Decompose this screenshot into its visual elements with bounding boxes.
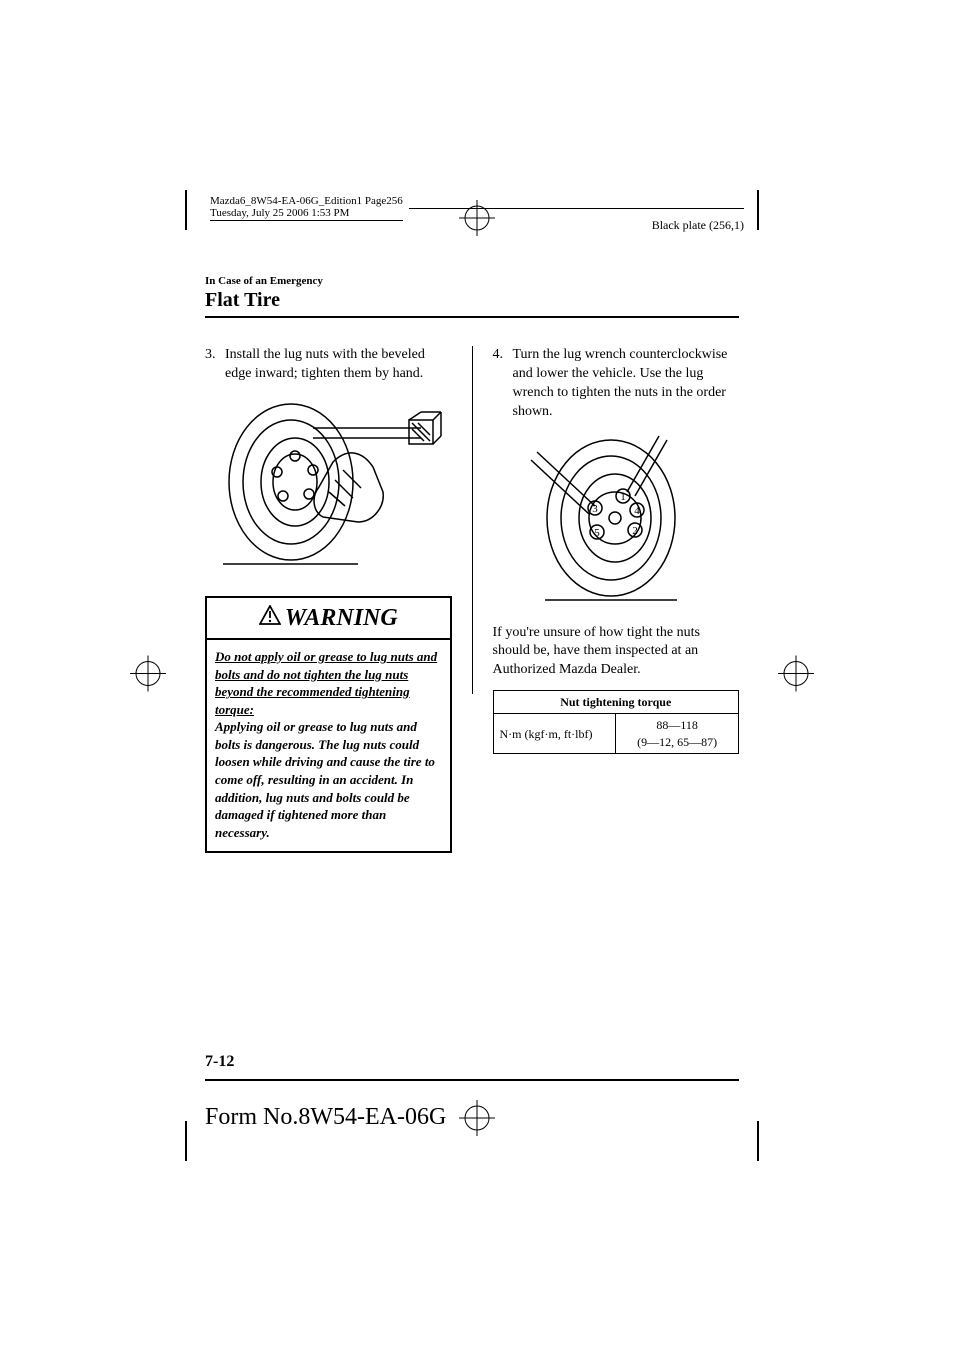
content-area: In Case of an Emergency Flat Tire 3. Ins… (205, 275, 739, 1091)
warning-box: WARNING Do not apply oil or grease to lu… (205, 596, 452, 853)
doc-id-line2: Tuesday, July 25 2006 1:53 PM (210, 207, 403, 219)
step-text: Turn the lug wrench counterclockwise and… (513, 346, 740, 422)
header-rule (409, 208, 744, 209)
page-number: 7-12 (205, 1053, 234, 1071)
torque-header: Nut tightening torque (493, 691, 739, 714)
warning-title-row: WARNING (207, 598, 450, 640)
crop-mark (185, 190, 187, 230)
page: Mazda6_8W54-EA-06G_Edition1 Page256 Tues… (0, 0, 954, 1351)
form-number: Form No.8W54-EA-06G (205, 1104, 446, 1131)
torque-table: Nut tightening torque N·m (kgf·m, ft·lbf… (493, 690, 740, 754)
two-column-layout: 3. Install the lug nuts with the beveled… (205, 346, 739, 853)
torque-value: 88―118 (9―12, 65―87) (616, 714, 739, 753)
column-divider (472, 346, 473, 694)
unsure-text: If you're unsure of how tight the nuts s… (493, 624, 740, 681)
registration-mark-icon (459, 1100, 495, 1141)
warning-text: Applying oil or grease to lug nuts and b… (215, 719, 435, 839)
step-3: 3. Install the lug nuts with the beveled… (205, 346, 452, 384)
title-rule (205, 316, 739, 318)
order-label-3: 3 (592, 503, 598, 515)
right-column: 4. Turn the lug wrench counterclockwise … (493, 346, 740, 853)
warning-triangle-icon (259, 602, 281, 634)
torque-unit: N·m (kgf·m, ft·lbf) (493, 714, 616, 753)
illustration-lug-nut-hand (205, 392, 452, 582)
warning-title: WARNING (285, 602, 398, 634)
warning-heading: Do not apply oil or grease to lug nuts a… (215, 649, 437, 717)
torque-value-line1: 88―118 (656, 718, 698, 732)
registration-mark-icon (130, 655, 166, 696)
step-number: 3. (205, 346, 225, 384)
crop-mark (757, 1121, 759, 1161)
step-text: Install the lug nuts with the beveled ed… (225, 346, 452, 384)
torque-value-line2: (9―12, 65―87) (637, 735, 717, 749)
order-label-1: 1 (620, 491, 626, 503)
order-label-5: 5 (594, 527, 600, 539)
warning-body: Do not apply oil or grease to lug nuts a… (207, 640, 450, 851)
registration-mark-icon (778, 655, 814, 696)
plate-label: Black plate (256,1) (652, 218, 744, 233)
step-4: 4. Turn the lug wrench counterclockwise … (493, 346, 740, 422)
crop-mark (757, 190, 759, 230)
order-label-2: 2 (632, 525, 638, 537)
order-label-4: 4 (634, 505, 640, 517)
section-title: Flat Tire (205, 289, 739, 312)
step-number: 4. (493, 346, 513, 422)
footer-rule (205, 1079, 739, 1081)
doc-id-line1: Mazda6_8W54-EA-06G_Edition1 Page256 (210, 195, 403, 207)
chapter-title: In Case of an Emergency (205, 275, 739, 287)
left-column: 3. Install the lug nuts with the beveled… (205, 346, 452, 853)
crop-mark (185, 1121, 187, 1161)
illustration-tightening-order: 1 2 3 4 5 (493, 430, 740, 610)
